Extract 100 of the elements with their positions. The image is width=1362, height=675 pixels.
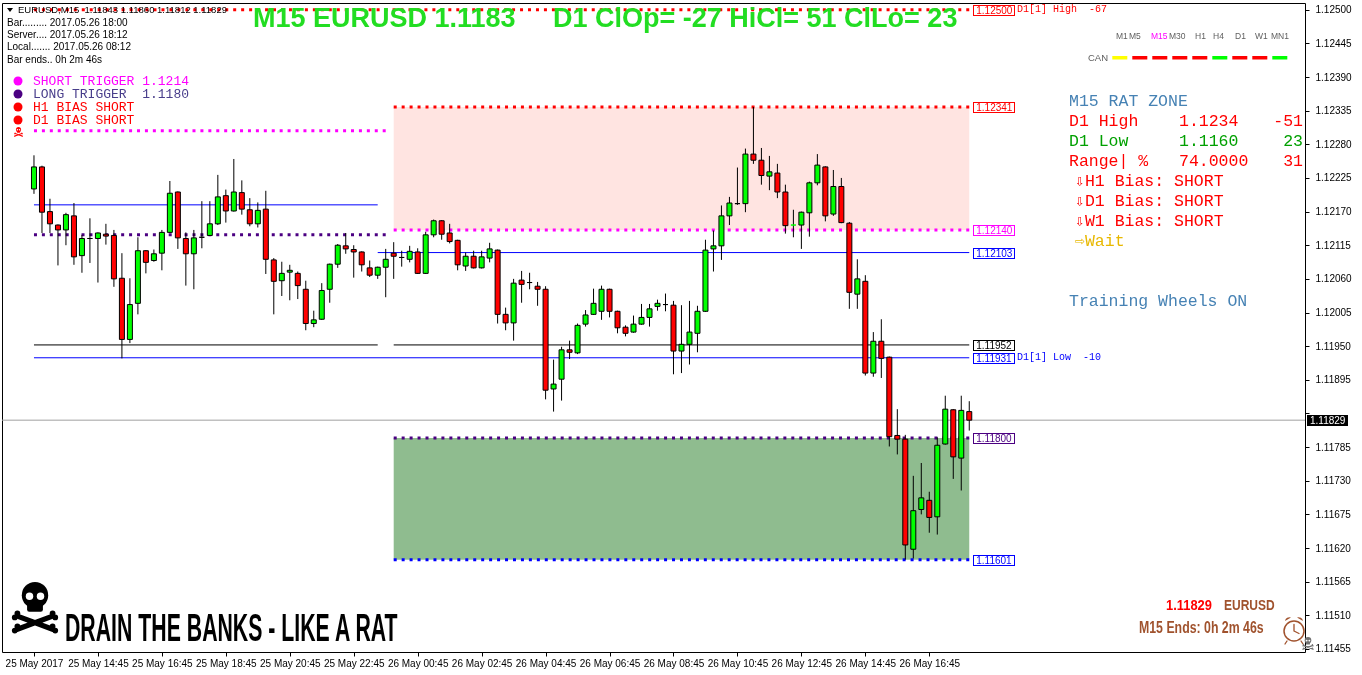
x-tick-label: 25 May 18:45: [196, 657, 258, 669]
annotation: M1: [1116, 31, 1128, 42]
annotation: M5: [1129, 31, 1141, 42]
candlestick: [206, 200, 213, 237]
x-tick-label: 25 May 16:45: [132, 657, 194, 669]
candlestick: [334, 243, 341, 269]
chart-subtitle: D1 ClOp= -27 HiCl= 51 ClLo= 23: [553, 3, 958, 33]
candlestick: [254, 201, 261, 228]
annotation: 1.12103: [973, 248, 1016, 260]
candlestick: [54, 223, 61, 266]
candlestick: [390, 241, 397, 280]
candlestick: [238, 179, 245, 216]
y-tick-label: 1.12170: [1315, 206, 1353, 218]
candlestick: [78, 234, 85, 274]
y-tick-label: 1.12390: [1315, 71, 1353, 83]
chart-title: M15 EURUSD 1.1183: [253, 3, 516, 33]
annotation: 1.1160: [1179, 131, 1239, 151]
candlestick: [350, 244, 357, 279]
candlestick: [894, 408, 901, 455]
candlestick: [966, 400, 973, 432]
x-tick-label: 26 May 06:45: [579, 657, 641, 669]
x-tick-label: 26 May 16:45: [899, 657, 961, 669]
x-tick-label: 26 May 02:45: [451, 657, 513, 669]
annotation: 23: [1283, 131, 1303, 151]
x-tick-label: 25 May 14:45: [68, 657, 130, 669]
candlestick: [790, 209, 797, 238]
x-tick-label: 25 May 20:45: [259, 657, 322, 669]
candlestick: [190, 229, 197, 290]
annotation: 31: [1283, 151, 1303, 171]
candlestick: [854, 258, 861, 310]
annotation: Range| %: [1069, 151, 1149, 171]
annotation: ⇩H1 Bias: SHORT: [1075, 171, 1224, 191]
annotation: M15 RAT ZONE: [1069, 91, 1188, 111]
annotation: M30: [1169, 31, 1186, 42]
annotation: Training Wheels ON: [1069, 291, 1248, 311]
annotation: 1.11601: [973, 555, 1015, 567]
annotation: D1: [1235, 31, 1246, 42]
annotation: EURUSD: [1224, 595, 1275, 613]
annotation: MN1: [1271, 31, 1289, 42]
annotation: -51: [1273, 111, 1303, 131]
y-tick-label: 1.11950: [1315, 340, 1352, 352]
annotation: D1[1] Low -10: [1017, 351, 1102, 363]
annotation: H1: [1195, 31, 1206, 42]
annotation: Bar ends.. 0h 2m 46s: [7, 54, 103, 65]
y-tick-label: 1.12500: [1315, 4, 1353, 16]
annotation: 1.11800: [973, 433, 1015, 445]
y-tick-label: 1.11510: [1315, 609, 1352, 621]
annotation: Bar......... 2017.05.26 18:00: [7, 17, 128, 28]
y-tick-label: 1.12225: [1315, 172, 1353, 184]
candlestick: [46, 198, 53, 234]
y-tick-label: 1.12445: [1315, 37, 1353, 49]
annotation: Local....... 2017.05.26 08:12: [7, 41, 131, 52]
candlestick: [918, 462, 925, 515]
annotation: ⇩D1 Bias: SHORT: [1075, 191, 1224, 211]
y-tick-label: 1.11565: [1315, 576, 1352, 588]
candlestick: [62, 212, 69, 246]
y-tick-label: 1.11455: [1315, 643, 1352, 655]
y-tick-label: 1.12060: [1315, 273, 1353, 285]
y-tick-label: 1.11620: [1315, 542, 1352, 554]
annotation: 1.11952: [973, 340, 1015, 352]
annotation: 1.1234: [1179, 111, 1239, 131]
x-tick-label: 26 May 04:45: [515, 657, 577, 669]
annotation: 1.12341: [973, 102, 1016, 114]
y-tick-label: 1.11675: [1315, 508, 1352, 520]
y-tick-label: 1.12280: [1315, 138, 1353, 150]
x-tick-label: 26 May 08:45: [643, 657, 705, 669]
annotation: ⇩W1 Bias: SHORT: [1075, 211, 1224, 231]
candlestick: [286, 264, 293, 301]
candlestick: [926, 491, 933, 534]
annotation: D1 High: [1069, 111, 1139, 131]
candlestick: [222, 189, 229, 224]
x-tick-label: 25 May 2017: [5, 657, 64, 669]
x-tick-label: 26 May 00:45: [387, 657, 449, 669]
y-tick-label: 1.12005: [1315, 307, 1353, 319]
annotation: ⇨Wait: [1075, 231, 1125, 251]
annotation: M15: [1151, 31, 1168, 42]
annotation: SHORT TRIGGER 1.1214: [33, 73, 190, 89]
y-tick-label: 1.12335: [1315, 105, 1353, 117]
candlestick: [342, 232, 349, 255]
annotation: D1 BIAS SHORT: [33, 112, 135, 128]
candlestick: [142, 249, 149, 274]
annotation: H4: [1213, 31, 1224, 42]
y-tick-label: 1.11895: [1315, 374, 1352, 386]
annotation: EURUSD,M15 1.11843 1.11860 1.11812 1.11829: [18, 4, 227, 16]
annotation: M15 Ends: 0h 2m 46s: [1139, 619, 1264, 636]
x-tick-label: 26 May 12:45: [771, 657, 833, 669]
x-tick-label: 26 May 14:45: [835, 657, 897, 669]
annotation: DRAIN THE BANKS - LIKE A RAT: [65, 607, 398, 649]
candlestick: [30, 154, 37, 195]
x-tick-label: 25 May 22:45: [323, 657, 385, 669]
annotation: 1.12500: [973, 5, 1016, 17]
candlestick: [270, 257, 277, 315]
candlestick: [94, 231, 101, 284]
candlestick: [278, 261, 285, 297]
y-tick-label: 1.12115: [1315, 239, 1352, 251]
candlestick: [182, 231, 189, 287]
annotation: W1: [1255, 31, 1268, 42]
annotation: D1[1] High -67: [1017, 3, 1108, 15]
annotation: D1 Low: [1069, 131, 1129, 151]
annotation: 1.11931: [973, 353, 1015, 365]
